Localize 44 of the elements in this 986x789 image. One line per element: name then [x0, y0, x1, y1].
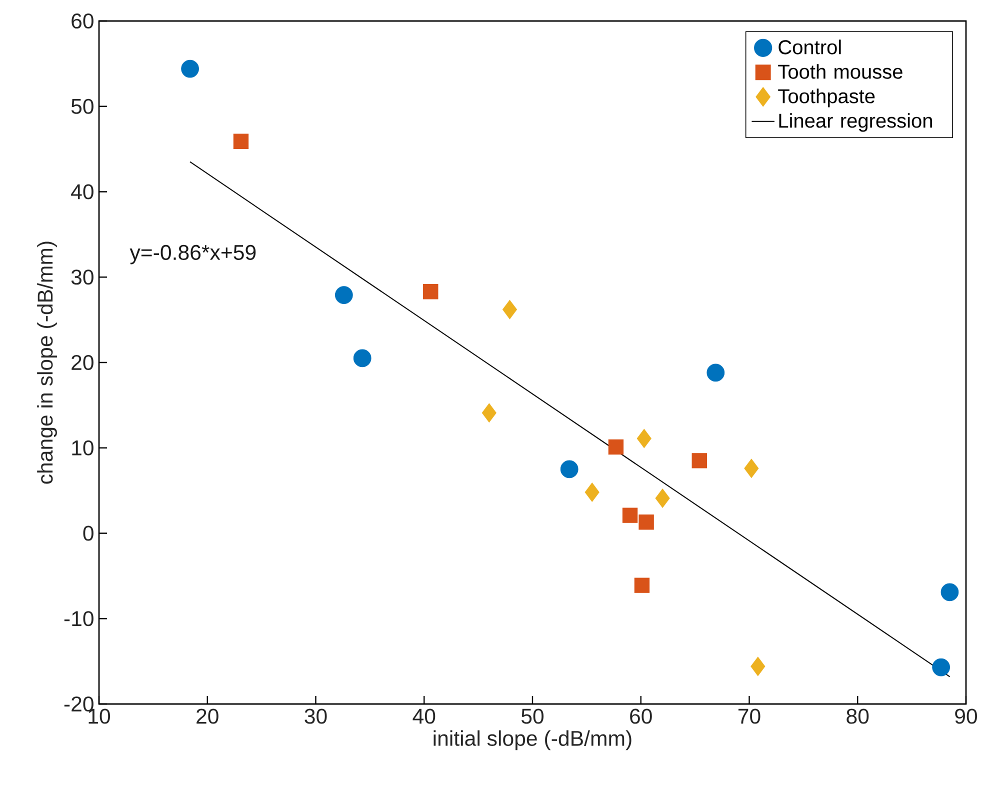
x-tick-label: 90	[955, 708, 978, 724]
point	[560, 460, 578, 478]
x-tick-label: 40	[412, 708, 436, 724]
point	[584, 482, 600, 502]
x-tick-label: 30	[304, 708, 327, 724]
point	[353, 349, 372, 368]
x-tick-label: 20	[196, 708, 218, 724]
y-tick-label: -10	[64, 611, 94, 626]
point	[706, 364, 725, 382]
point	[932, 658, 950, 676]
y-axis-title: change in slope (-dB/mm)	[37, 242, 57, 484]
legend-label: Control	[778, 40, 841, 54]
y-tick-label: 50	[71, 98, 94, 114]
point	[334, 286, 353, 304]
y-tick-label: 0	[83, 526, 94, 541]
x-tick-label: 80	[846, 708, 869, 724]
point	[655, 488, 670, 508]
point	[622, 508, 638, 523]
point	[608, 439, 624, 455]
y-tick-label: 40	[71, 184, 94, 200]
point	[636, 428, 652, 448]
x-tick-label: 60	[630, 708, 652, 724]
annotation: y=-0.86*x+59	[130, 244, 256, 264]
x-axis-title: initial slope (-dB/mm)	[434, 730, 632, 750]
point	[750, 656, 766, 676]
point	[634, 578, 650, 593]
legend-label: Toothpaste	[778, 88, 875, 108]
x-tick-label: 70	[738, 708, 760, 724]
x-tick-label: 50	[521, 708, 544, 724]
point	[423, 284, 438, 300]
legend-label: Linear regression	[779, 113, 932, 132]
y-tick-label: 30	[71, 270, 94, 285]
y-tick-label: 10	[72, 440, 94, 456]
point	[744, 458, 759, 478]
point	[638, 514, 654, 530]
point	[940, 583, 959, 602]
legend-label: Tooth mousse	[778, 64, 902, 79]
point	[233, 134, 249, 149]
y-tick-label: 20	[72, 354, 94, 370]
point	[692, 453, 707, 468]
y-tick-label: 60	[72, 13, 94, 29]
point	[181, 60, 199, 78]
point	[482, 403, 496, 422]
point	[502, 300, 518, 320]
